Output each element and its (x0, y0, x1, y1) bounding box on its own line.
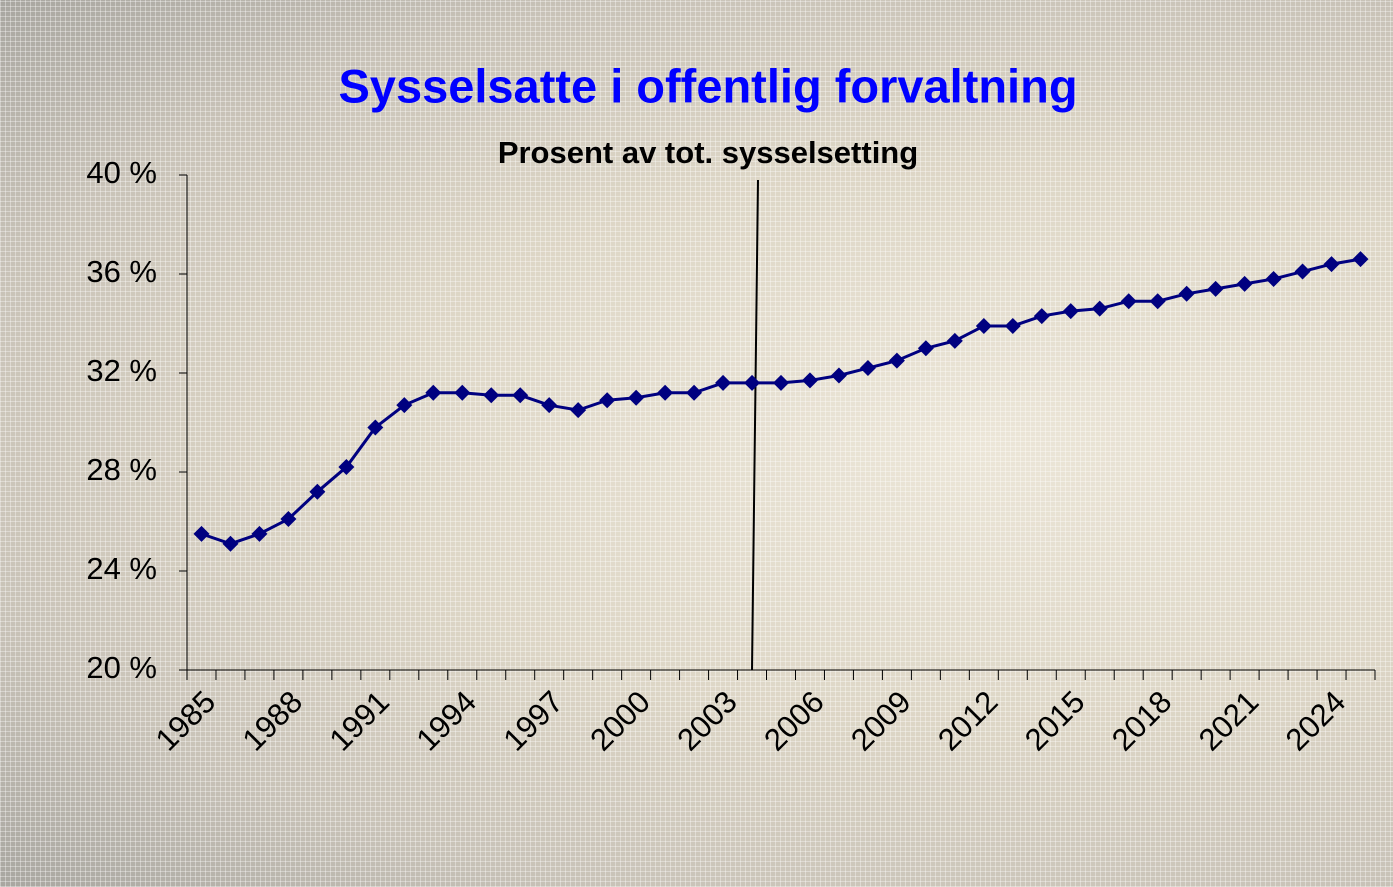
data-point (1005, 318, 1021, 334)
y-tick-label: 24 % (86, 551, 157, 586)
data-point (251, 526, 267, 542)
data-point (1295, 264, 1311, 280)
data-point (1266, 271, 1282, 287)
x-tick-label: 2015 (1018, 684, 1092, 758)
x-tick-label: 1988 (236, 684, 310, 758)
data-point (715, 375, 731, 391)
data-point (454, 385, 470, 401)
x-tick-label: 2024 (1279, 684, 1353, 758)
x-tick-label: 2003 (670, 684, 744, 758)
series-line (201, 259, 1360, 544)
data-point (1034, 308, 1050, 324)
y-tick-label: 36 % (86, 254, 157, 289)
data-point (802, 372, 818, 388)
x-tick-label: 1997 (496, 684, 570, 758)
data-point (686, 385, 702, 401)
data-point (1063, 303, 1079, 319)
data-point (570, 402, 586, 418)
x-tick-label: 2009 (844, 684, 918, 758)
data-point (1092, 301, 1108, 317)
data-point (483, 387, 499, 403)
y-tick-label: 32 % (86, 353, 157, 388)
x-tick-label: 1985 (149, 684, 223, 758)
x-tick-label: 2012 (931, 684, 1005, 758)
data-point (1121, 293, 1137, 309)
data-point (1150, 293, 1166, 309)
chart: Sysselsatte i offentlig forvaltning Pros… (0, 0, 1393, 887)
data-point (1179, 286, 1195, 302)
divider-line (752, 180, 758, 670)
data-point (1208, 281, 1224, 297)
data-point (860, 360, 876, 376)
data-point (831, 367, 847, 383)
data-point (744, 375, 760, 391)
x-tick-label: 2018 (1105, 684, 1179, 758)
data-point (947, 333, 963, 349)
data-point (1237, 276, 1253, 292)
x-tick-label: 1991 (323, 684, 397, 758)
data-point (1353, 251, 1369, 267)
data-point (1324, 256, 1340, 272)
x-tick-label: 1994 (409, 684, 483, 758)
chart-subtitle: Prosent av tot. sysselsetting (498, 135, 918, 170)
data-point (599, 392, 615, 408)
data-point (628, 390, 644, 406)
y-tick-label: 28 % (86, 452, 157, 487)
y-tick-label: 20 % (86, 650, 157, 685)
data-point (976, 318, 992, 334)
chart-title: Sysselsatte i offentlig forvaltning (338, 59, 1077, 112)
data-point (222, 536, 238, 552)
data-point (773, 375, 789, 391)
y-tick-label: 40 % (86, 155, 157, 190)
x-tick-label: 2000 (583, 684, 657, 758)
data-point (918, 340, 934, 356)
x-tick-label: 2006 (757, 684, 831, 758)
data-point (512, 387, 528, 403)
data-point (425, 385, 441, 401)
data-point (657, 385, 673, 401)
data-point (889, 353, 905, 369)
data-point (541, 397, 557, 413)
x-tick-label: 2021 (1192, 684, 1266, 758)
data-point (193, 526, 209, 542)
